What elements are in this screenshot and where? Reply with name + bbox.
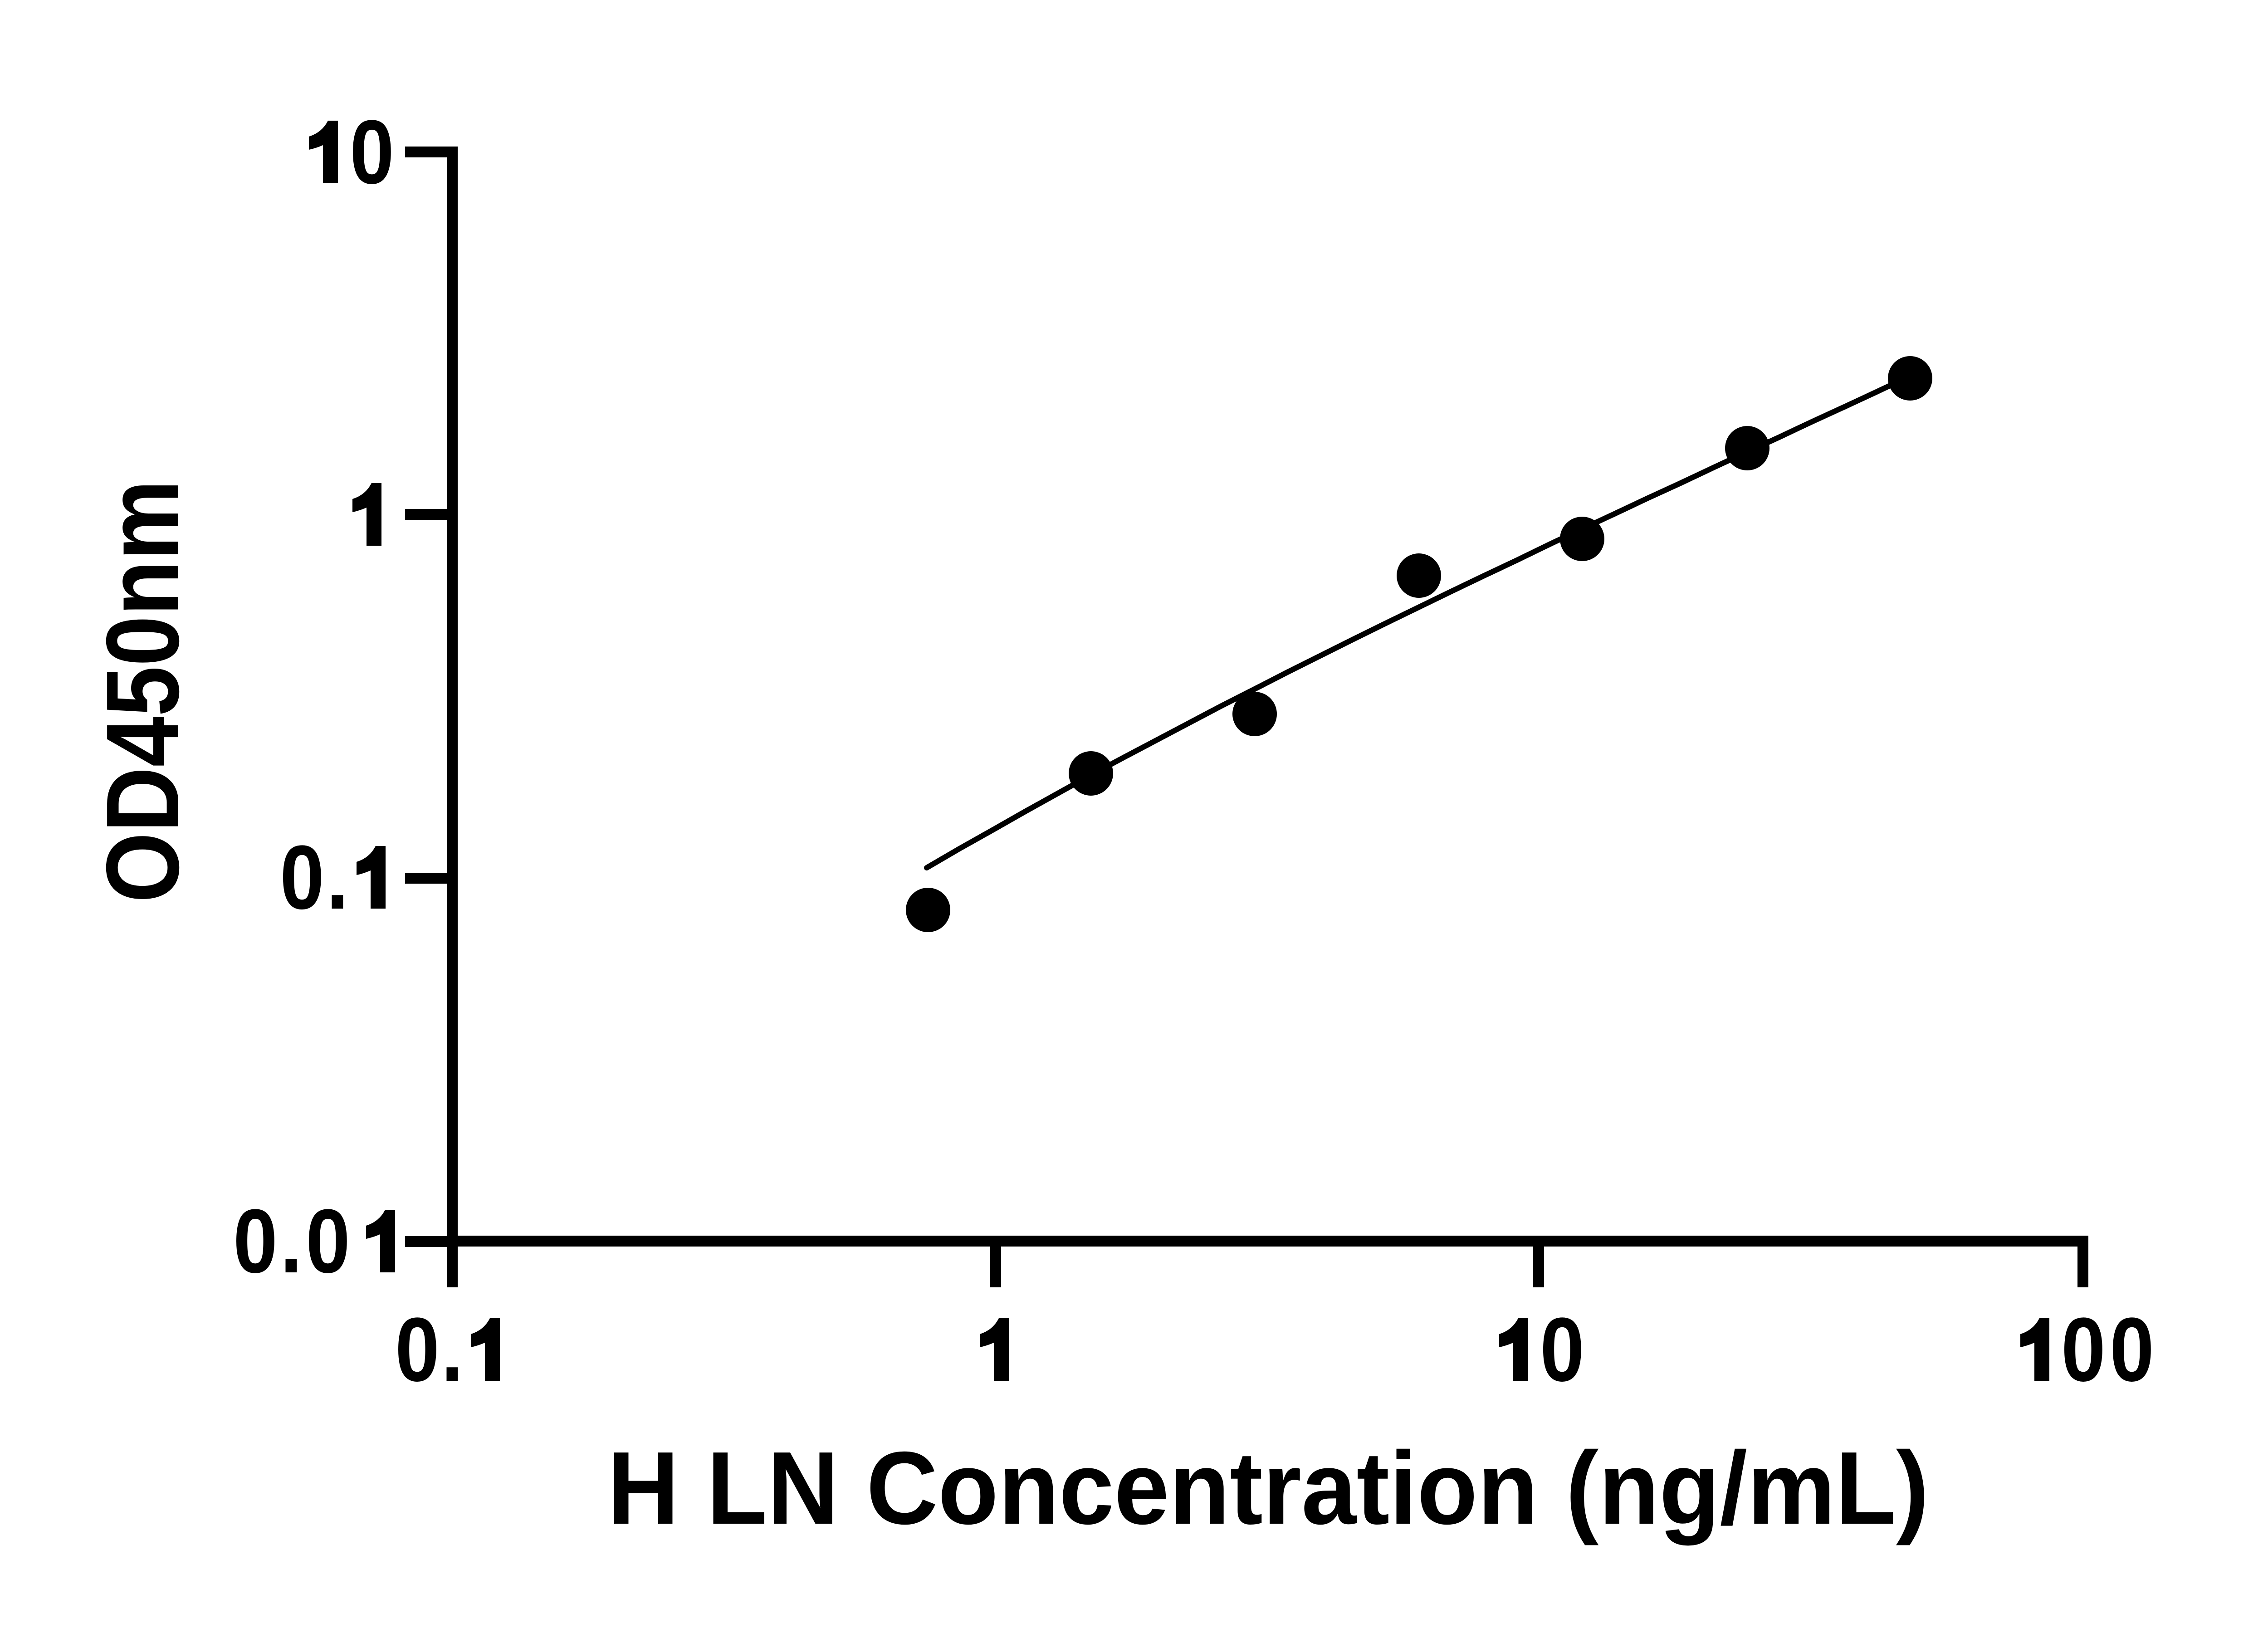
svg-text:0: 0 — [306, 1190, 350, 1291]
svg-text:OD450nm: OD450nm — [85, 480, 200, 903]
svg-text:.: . — [280, 1190, 303, 1291]
svg-text:H LN Concentration (ng/mL): H LN Concentration (ng/mL) — [607, 1431, 1929, 1546]
svg-text:0: 0 — [280, 826, 324, 928]
svg-text:0: 0 — [395, 1298, 440, 1400]
svg-text:0: 0 — [2110, 1298, 2154, 1400]
svg-text:0: 0 — [2061, 1298, 2106, 1400]
svg-text:0: 0 — [350, 101, 394, 202]
svg-text:.: . — [327, 826, 349, 928]
svg-text:0: 0 — [233, 1190, 278, 1291]
svg-text:0: 0 — [1540, 1298, 1584, 1400]
svg-text:.: . — [441, 1298, 464, 1400]
